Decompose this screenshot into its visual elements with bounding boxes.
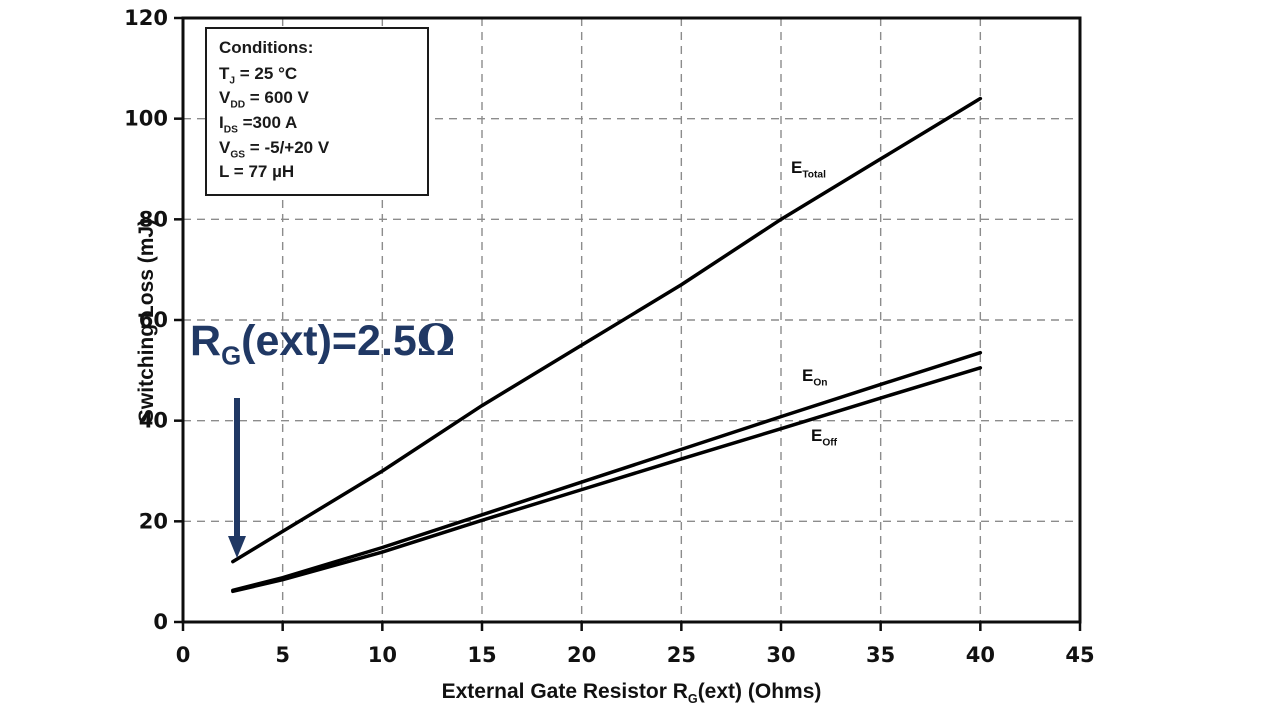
curve-label-eon: EOn: [802, 366, 828, 389]
y-tick-label: 40: [139, 409, 168, 433]
condition-line-tj: TJ = 25 °C: [219, 63, 298, 87]
x-tick-label: 40: [966, 643, 995, 667]
condition-line-l: L = 77 µH: [219, 162, 295, 182]
y-tick-label: 80: [139, 207, 168, 231]
curve-e_on: [231, 350, 983, 593]
x-tick-label: 20: [567, 643, 596, 667]
x-tick-label: 15: [467, 643, 496, 667]
curve-e_off: [231, 366, 983, 594]
x-tick-label: 25: [667, 643, 696, 667]
rg-ext-annotation: RG(ext)=2.5Ω: [190, 316, 456, 371]
x-axis-label: External Gate Resistor RG(ext) (Ohms): [441, 680, 822, 707]
condition-line-vgs: VGS = -5/+20 V: [219, 137, 330, 160]
condition-line-vdd: VDD = 600 V: [219, 88, 309, 111]
conditions-title: Conditions:: [219, 38, 314, 57]
y-axis-label: Switching Loss (mJ): [135, 218, 158, 424]
x-tick-label: 5: [275, 643, 290, 667]
y-tick-label: 120: [124, 6, 168, 30]
x-tick-label: 0: [176, 643, 191, 667]
annotation-arrow-head: [228, 536, 246, 558]
x-tick-label: 35: [866, 643, 895, 667]
curve-label-eoff: EOff: [811, 426, 838, 449]
y-tick-label: 0: [153, 610, 168, 634]
curve-e_total: [231, 96, 983, 564]
y-tick-label: 20: [139, 509, 168, 533]
y-tick-label: 100: [124, 107, 168, 131]
condition-line-ids: IDS =300 A: [219, 112, 298, 136]
conditions-box: Conditions: TJ = 25 °C VDD = 600 V IDS =…: [205, 27, 429, 196]
x-tick-label: 45: [1065, 643, 1094, 667]
y-tick-label: 60: [139, 308, 168, 332]
curve-label-etotal: ETotal: [791, 158, 826, 181]
x-tick-label: 10: [368, 643, 397, 667]
x-tick-label: 30: [766, 643, 795, 667]
